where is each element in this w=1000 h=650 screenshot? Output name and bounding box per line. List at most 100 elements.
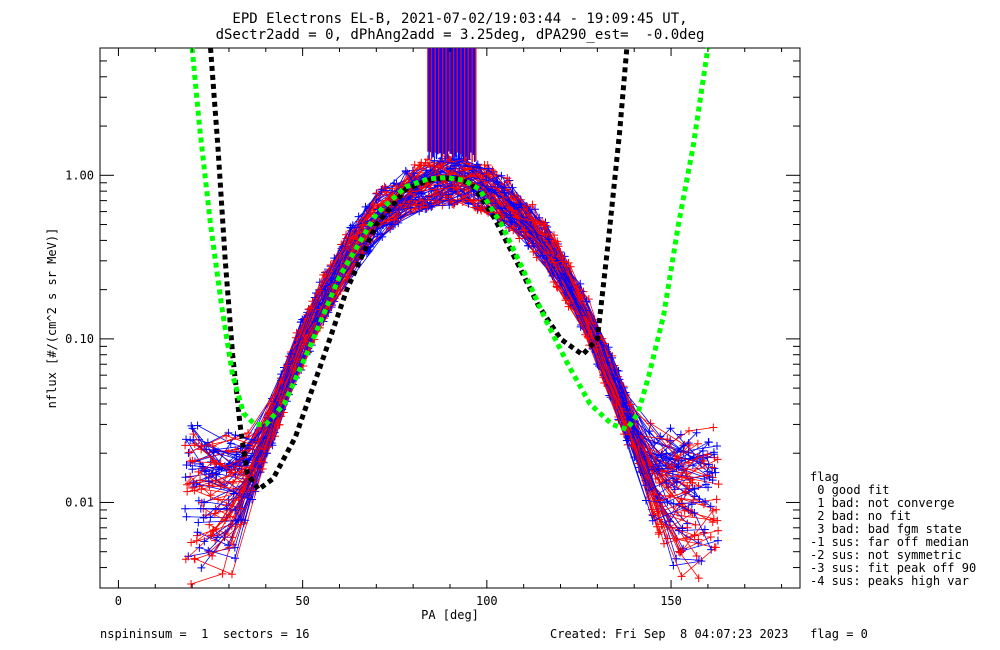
legend-item: 2 bad: no fit	[810, 509, 912, 523]
trace-marker	[623, 414, 632, 423]
trace-marker	[244, 456, 253, 465]
trace-marker	[268, 399, 277, 408]
trace-line	[196, 159, 714, 552]
trace-marker	[519, 205, 528, 214]
trace-marker	[520, 226, 529, 235]
trace-marker	[453, 196, 462, 205]
trace-marker	[431, 190, 440, 199]
trace-marker	[190, 555, 199, 564]
trace-marker	[211, 476, 220, 485]
trace-marker	[673, 454, 682, 463]
trace-marker	[492, 177, 501, 186]
x-axis-label: PA [deg]	[421, 608, 479, 622]
trace-marker	[691, 520, 700, 529]
trace-marker	[662, 454, 671, 463]
trace-marker	[694, 574, 703, 583]
chart-title-line-1: EPD Electrons EL-B, 2021-07-02/19:03:44 …	[232, 11, 688, 27]
trace-marker	[183, 487, 192, 496]
trace-marker	[226, 439, 235, 448]
trace-line	[208, 175, 695, 501]
trace-marker	[694, 556, 703, 565]
trace-marker	[703, 450, 712, 459]
trace-line	[213, 185, 689, 475]
trace-marker	[421, 158, 430, 167]
trace-marker	[349, 233, 358, 242]
trace-marker	[641, 481, 650, 490]
trace-marker	[214, 495, 223, 504]
trace-marker	[184, 449, 193, 458]
trace-marker	[200, 537, 209, 546]
trace-marker	[358, 221, 367, 230]
trace-marker	[195, 543, 204, 552]
trace-marker	[196, 504, 205, 513]
trace-marker	[690, 484, 699, 493]
trace-marker	[218, 569, 227, 578]
trace-marker	[378, 184, 387, 193]
trace-marker	[714, 480, 723, 489]
trace-marker	[648, 516, 657, 525]
trace-marker	[286, 349, 295, 358]
trace-marker	[207, 531, 216, 540]
trace-marker	[237, 515, 246, 524]
trace-marker	[315, 278, 324, 287]
trace-marker	[256, 457, 265, 466]
trace-line	[188, 176, 702, 566]
trace-marker	[592, 345, 601, 354]
trace-marker	[713, 441, 722, 450]
trace-marker	[187, 538, 196, 547]
trace-marker	[189, 430, 198, 439]
trace-marker	[209, 447, 218, 456]
trace-marker	[576, 279, 585, 288]
trace-marker	[564, 302, 573, 311]
trace-marker	[706, 533, 715, 542]
y-tick-label: 0.01	[65, 495, 94, 509]
trace-marker	[232, 450, 241, 459]
trace-marker	[576, 311, 585, 320]
trace-marker	[674, 462, 683, 471]
axes: 0 50 100 150 0.01 0.10 1.00	[65, 47, 800, 608]
trace-marker	[684, 426, 693, 435]
trace-line	[194, 157, 711, 575]
trace-marker	[411, 200, 420, 209]
trace-marker	[197, 466, 206, 475]
trace-line	[199, 170, 699, 561]
trace-marker	[708, 476, 717, 485]
trace-marker	[196, 476, 205, 485]
trace-line	[210, 162, 695, 536]
trace-marker	[622, 436, 631, 445]
trace-marker	[188, 424, 197, 433]
trace-marker	[657, 450, 666, 459]
trace-marker	[672, 554, 681, 563]
trace-marker	[506, 217, 515, 226]
x-tick-label: 50	[295, 594, 309, 608]
trace-marker	[450, 161, 459, 170]
trace-marker	[567, 286, 576, 295]
trace-marker	[433, 181, 442, 190]
trace-marker	[703, 471, 712, 480]
trace-marker	[669, 473, 678, 482]
trace-line	[185, 174, 699, 560]
trace-marker	[231, 516, 240, 525]
trace-marker	[316, 286, 325, 295]
trace-marker	[711, 543, 720, 552]
trace-marker	[199, 513, 208, 522]
trace-marker	[515, 234, 524, 243]
trace-marker	[677, 572, 686, 581]
trace-marker	[274, 420, 283, 429]
trace-marker	[192, 479, 201, 488]
trace-line	[209, 178, 694, 501]
trace-marker	[410, 160, 419, 169]
chart-title-line-2: dSectr2add = 0, dPhAng2add = 3.25deg, dP…	[215, 27, 705, 43]
trace-marker	[701, 480, 710, 489]
x-tick-label: 0	[115, 594, 122, 608]
trace-marker	[650, 438, 659, 447]
trace-marker	[713, 536, 722, 545]
trace-marker	[224, 541, 233, 550]
trace-line	[218, 186, 687, 501]
trace-marker	[319, 270, 328, 279]
trace-marker	[216, 459, 225, 468]
trace-marker	[182, 461, 191, 470]
trace-line	[203, 173, 715, 548]
trace-marker	[689, 496, 698, 505]
trace-marker	[386, 220, 395, 229]
